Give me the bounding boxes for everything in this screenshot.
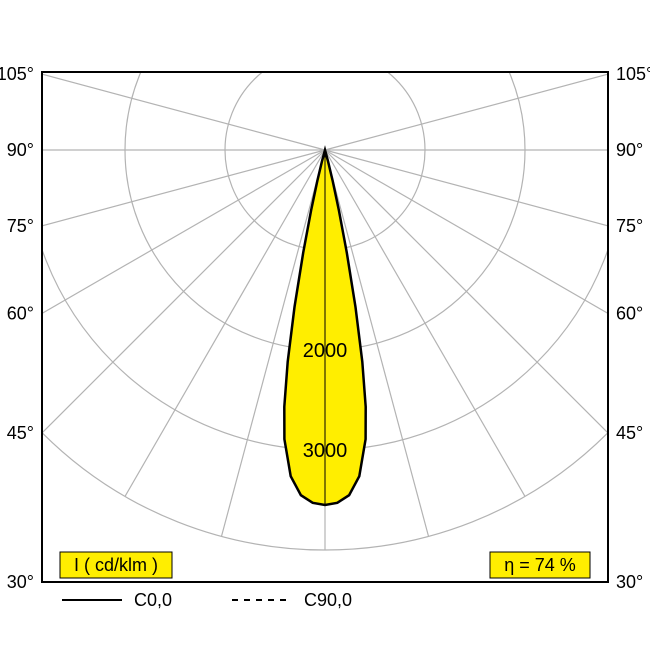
chart-svg: 2000 3000 105° 105° 90° 90° 75° 75° 60° 60° 45° 45°… [0,0,650,650]
efficiency-label: η = 74 % [504,555,576,575]
ring-label: 2000 [303,340,348,362]
angle-label-left: 90° [7,140,34,160]
angle-label-right: 75° [616,216,643,236]
angle-label-left: 75° [7,216,34,236]
ring-label: 3000 [303,440,348,462]
units-label: I ( cd/klm ) [74,555,158,575]
angle-label-right: 90° [616,140,643,160]
angle-label-right: 45° [616,423,643,443]
photometric-polar-chart: 2000 3000 105° 105° 90° 90° 75° 75° 60° 60° 45° 45°… [0,0,650,650]
legend-label: C0,0 [134,590,172,610]
angle-label-right: 60° [616,303,643,323]
angle-label-left: 60° [7,303,34,323]
angle-label-left: 45° [7,423,34,443]
legend-label: C90,0 [304,590,352,610]
angle-label-right: 105° [616,64,650,84]
angle-label-right: 30° [616,572,643,592]
angle-label-left: 30° [7,572,34,592]
angle-label-left: 105° [0,64,34,84]
